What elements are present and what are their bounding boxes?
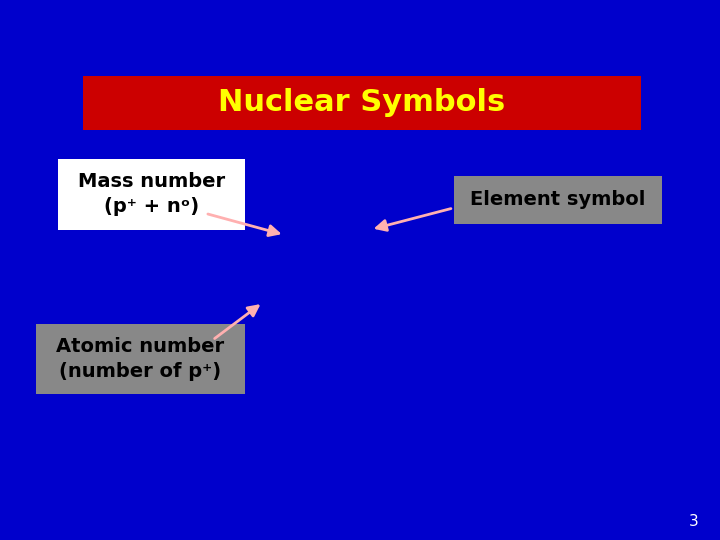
Text: 3: 3 [688,514,698,529]
Text: Mass number
(p⁺ + nᵒ): Mass number (p⁺ + nᵒ) [78,172,225,217]
FancyBboxPatch shape [58,159,245,230]
FancyBboxPatch shape [454,176,662,224]
FancyBboxPatch shape [36,324,245,394]
FancyBboxPatch shape [83,76,641,130]
Text: Atomic number
(number of p⁺): Atomic number (number of p⁺) [56,337,225,381]
Text: Nuclear Symbols: Nuclear Symbols [218,88,505,117]
Text: Element symbol: Element symbol [470,190,646,210]
